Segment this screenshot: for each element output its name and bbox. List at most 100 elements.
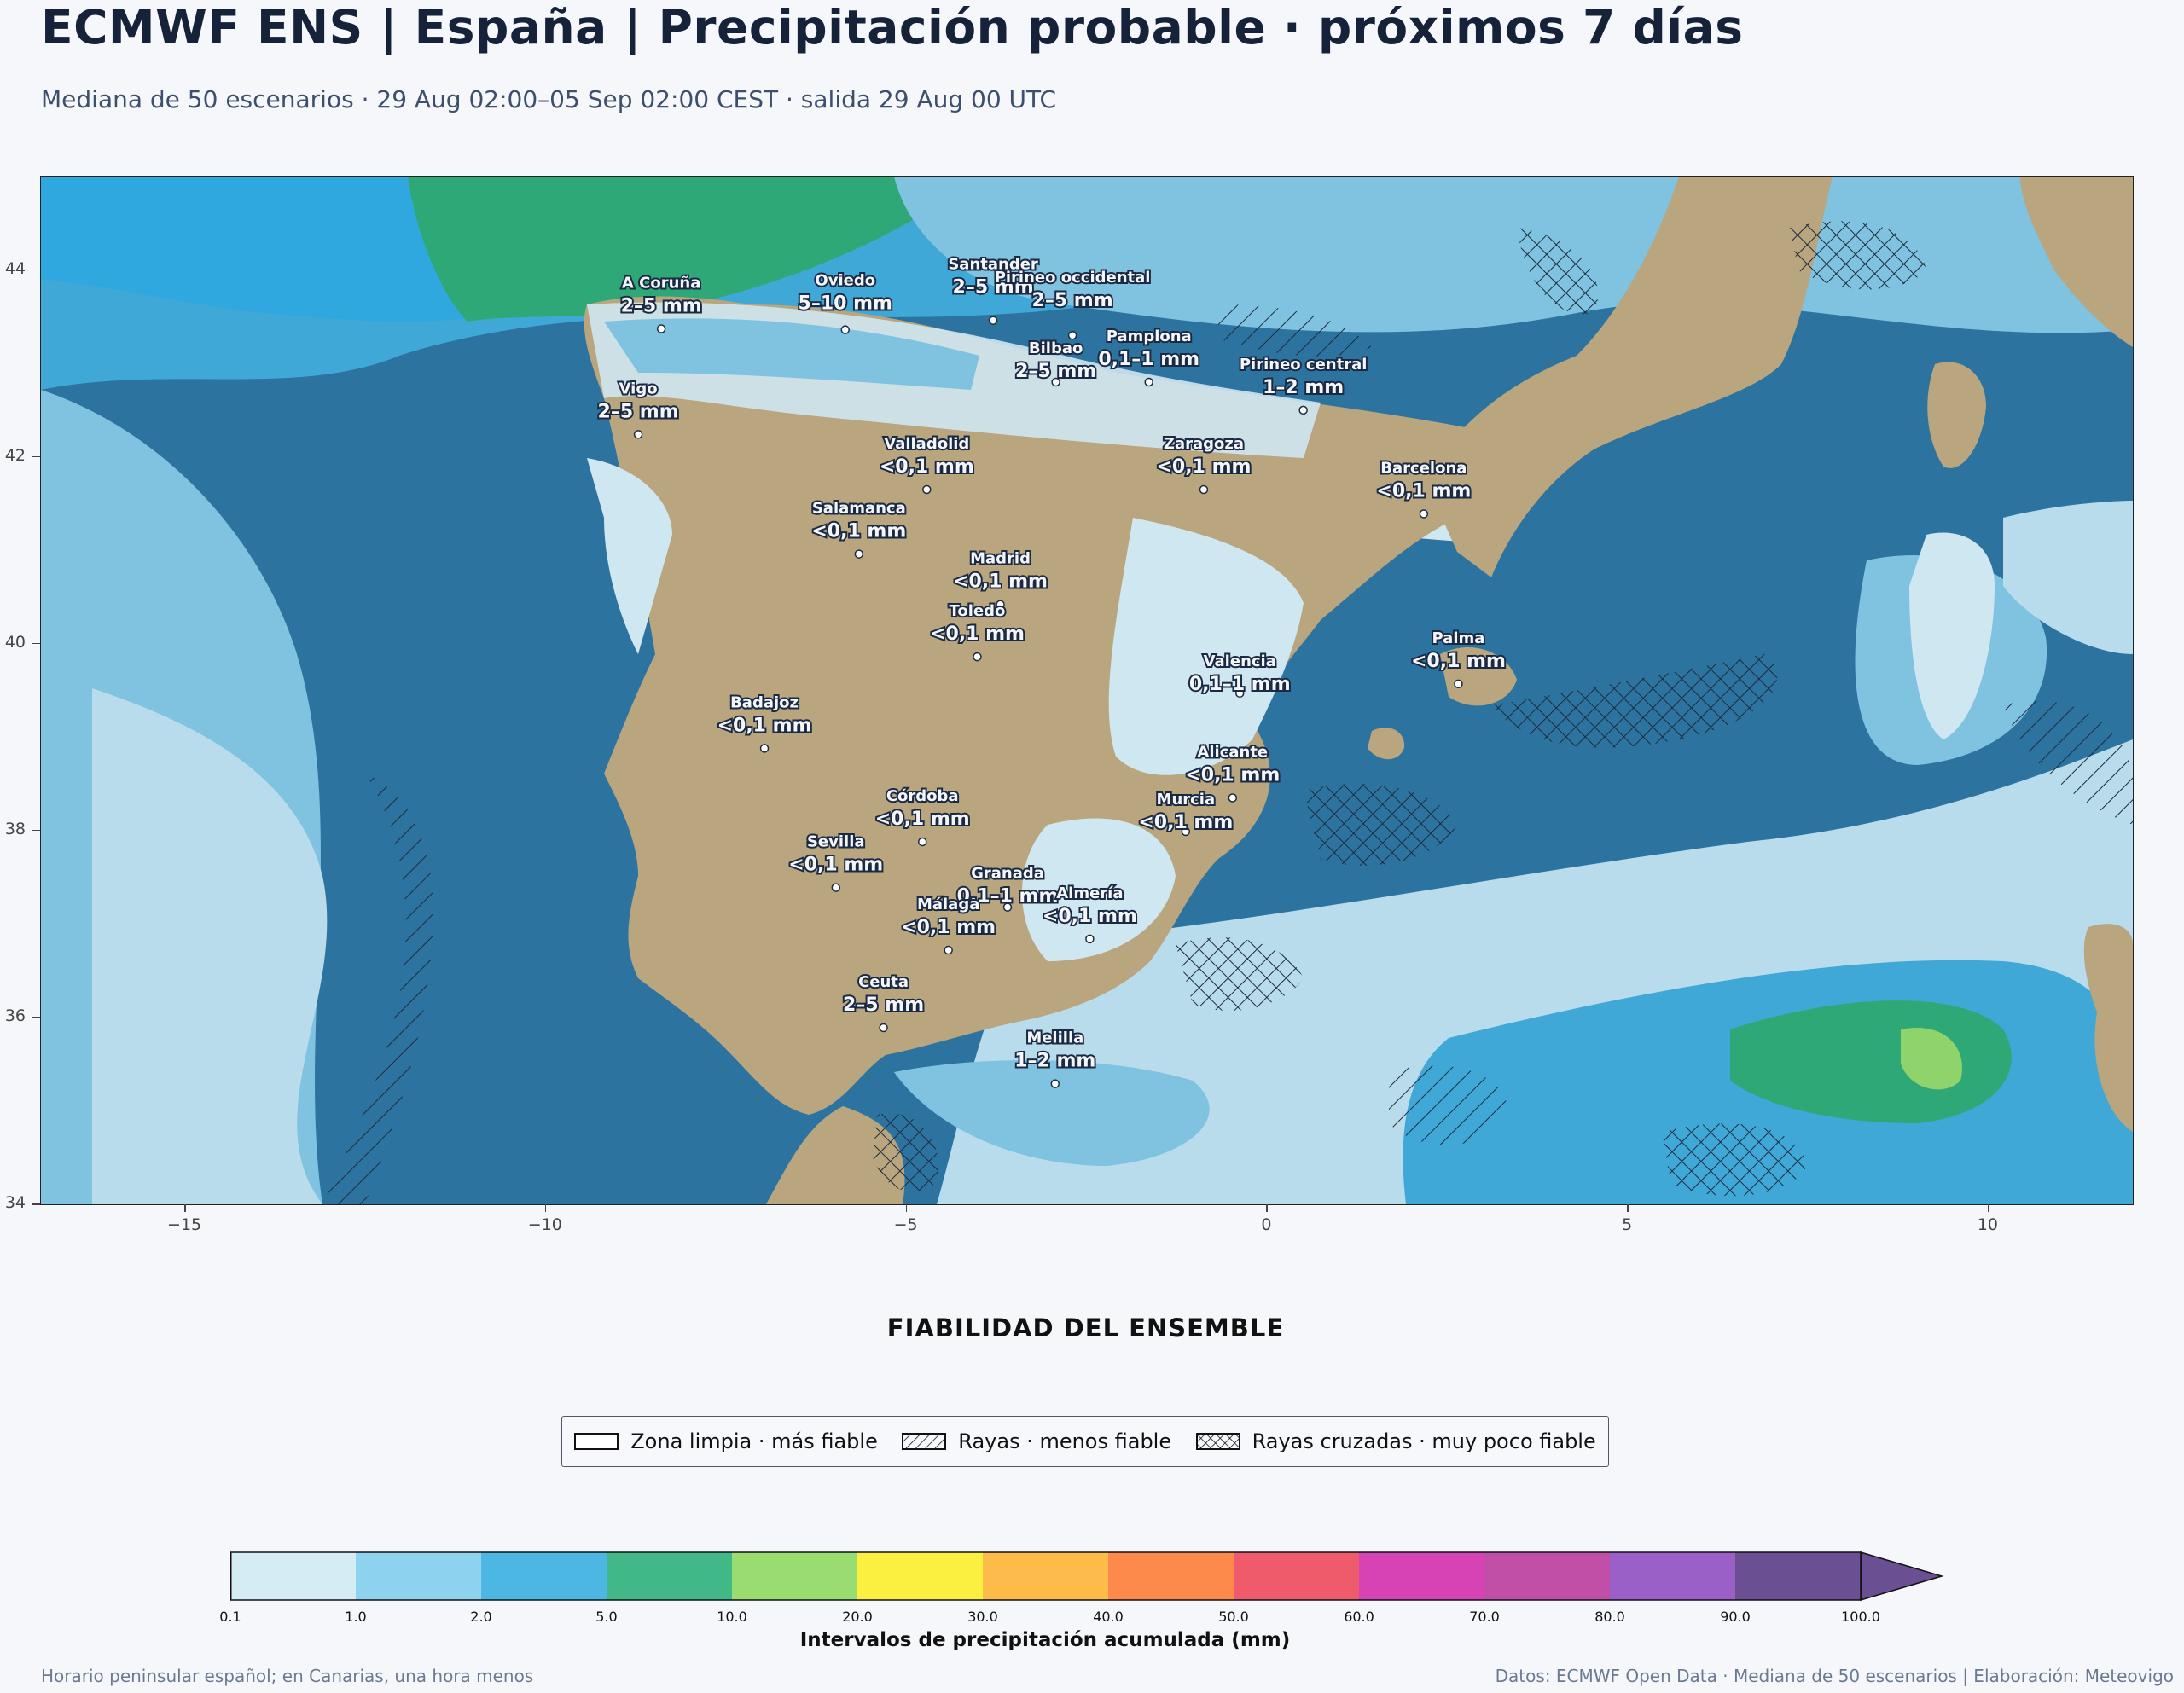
colorbar-segment (1108, 1552, 1234, 1600)
city-name: Valencia (1204, 652, 1276, 670)
colorbar-segment (1234, 1552, 1359, 1600)
city-precip-value: <0,1 mm (1157, 456, 1252, 478)
city-marker[interactable]: Santander 2–5 mm (946, 254, 1040, 325)
land-ibiza (1368, 728, 1405, 760)
land-sardinia (1909, 532, 1995, 739)
x-tick-label: 5 (1622, 1215, 1633, 1234)
band-med-east (2003, 501, 2133, 654)
footer-credits: Datos: ECMWF Open Data · Mediana de 50 e… (1495, 1666, 2174, 1686)
city-marker[interactable]: Melilla 1–2 mm (1013, 1028, 1097, 1088)
city-dot (1298, 405, 1308, 415)
city-marker[interactable]: Pirineo occidental 2–5 mm (993, 267, 1152, 340)
city-marker[interactable]: Almería <0,1 mm (1041, 883, 1139, 944)
colorbar-ticks: 0.1 1.0 2.0 5.0 10.0 20.0 30.0 40.0 50.0 60.0 70.0… (0, 1609, 2184, 1629)
xhatch-zone-south (873, 1113, 938, 1191)
land-tunisia (2083, 924, 2133, 1132)
city-precip-value: 2–5 mm (621, 296, 702, 317)
legend-crosshatch-label: Rayas cruzadas · muy poco fiable (1252, 1429, 1596, 1453)
city-precip-value: <0,1 mm (811, 521, 906, 542)
band-alboran (894, 1060, 1210, 1166)
city-marker[interactable]: Sevilla <0,1 mm (787, 832, 885, 892)
city-labels-layer: A Coruña 2–5 mm Oviedo 5–10 mm Santander 2–5 … (596, 254, 1507, 1088)
city-dot (1002, 902, 1013, 912)
colorbar-border (230, 1551, 1862, 1601)
x-tick-label: −5 (893, 1215, 918, 1234)
colorbar-tick-label: 1.0 (345, 1609, 367, 1625)
city-marker[interactable]: Madrid <0,1 mm (951, 548, 1049, 609)
city-marker[interactable]: Valladolid <0,1 mm (878, 433, 976, 495)
city-precip-value: 1–2 mm (1014, 1051, 1095, 1072)
land-mallorca (1440, 646, 1517, 706)
x-tick-label: 0 (1261, 1215, 1272, 1234)
city-precip-value: 2–5 mm (843, 994, 924, 1016)
legend-crosshatch-swatch (1195, 1433, 1240, 1450)
city-marker[interactable]: Badajoz <0,1 mm (716, 692, 814, 753)
city-marker[interactable]: Alicante <0,1 mm (1183, 741, 1281, 803)
city-precip-value: <0,1 mm (930, 623, 1025, 645)
band-east-light (1108, 518, 1304, 775)
city-precip-value: <0,1 mm (880, 456, 974, 478)
colorbar-label: Intervalos de precipitación acumulada (m… (799, 1629, 1291, 1651)
city-marker[interactable]: Córdoba <0,1 mm (874, 786, 972, 847)
city-marker[interactable]: Murcia <0,1 mm (1136, 789, 1234, 837)
city-marker[interactable]: Palma <0,1 mm (1409, 628, 1507, 689)
colorbar-tick-label: 60.0 (1344, 1609, 1374, 1625)
city-marker[interactable]: Pamplona 0,1–1 mm (1096, 326, 1201, 387)
city-dot (831, 883, 841, 892)
page-subtitle: Mediana de 50 escenarios · 29 Aug 02:00–… (41, 85, 1057, 113)
city-marker[interactable]: Ceuta 2–5 mm (841, 971, 926, 1033)
x-tick-mark (1987, 1204, 1989, 1212)
city-marker[interactable]: Oviedo 5–10 mm (797, 270, 894, 334)
city-name: Badajoz (730, 693, 799, 711)
city-precip-value: <0,1 mm (1411, 651, 1506, 672)
x-tick-mark (1627, 1204, 1629, 1212)
colorbar-segment (1735, 1552, 1861, 1600)
colorbar-segment (1359, 1552, 1484, 1600)
xhatch-zone-ne (1517, 228, 1599, 315)
colorbar-tick-label: 70.0 (1469, 1609, 1500, 1625)
city-marker[interactable]: Pirineo central 1–2 mm (1238, 354, 1368, 415)
city-precip-value: <0,1 mm (788, 855, 883, 876)
xhatch-zone-alps (1790, 221, 1926, 290)
city-marker[interactable]: Granada 0,1–1 mm (956, 863, 1060, 912)
colorbar-segment (983, 1552, 1108, 1600)
band-north-coast-blue (604, 318, 979, 390)
city-marker[interactable]: Zaragoza <0,1 mm (1155, 433, 1252, 495)
city-name: Córdoba (886, 787, 959, 805)
city-precip-value: 2–5 mm (953, 277, 1034, 299)
footer-note: Horario peninsular español; en Canarias,… (41, 1666, 534, 1686)
city-dot (879, 1023, 888, 1033)
city-precip-value: 2–5 mm (1032, 290, 1113, 311)
city-precip-value: <0,1 mm (953, 571, 1048, 593)
city-precip-value: <0,1 mm (1376, 480, 1471, 502)
city-marker[interactable]: Málaga <0,1 mm (899, 894, 997, 955)
city-marker[interactable]: Salamanca <0,1 mm (810, 498, 908, 559)
city-name: Sevilla (807, 833, 865, 851)
city-marker[interactable]: Vigo 2–5 mm (596, 378, 681, 439)
y-tick-mark (32, 455, 40, 458)
city-name: Oviedo (815, 272, 875, 290)
y-tick-mark (32, 269, 40, 271)
city-name: Santander (948, 256, 1038, 274)
precipitation-map[interactable]: A Coruña 2–5 mm Oviedo 5–10 mm Santander 2–5 … (40, 176, 2134, 1205)
city-marker[interactable]: Valencia 0,1–1 mm (1188, 651, 1292, 699)
city-marker[interactable]: A Coruña 2–5 mm (619, 273, 704, 333)
colorbar-segment (1484, 1552, 1610, 1600)
city-precip-value: 0,1–1 mm (1189, 674, 1291, 695)
city-dot (944, 945, 953, 955)
city-marker[interactable]: Bilbao 2–5 mm (1014, 338, 1098, 387)
legend-hatch-swatch (902, 1433, 947, 1450)
y-tick-label: 34 (4, 1193, 26, 1212)
hatch-zone-ne (1218, 304, 1372, 357)
x-tick-label: 10 (1977, 1215, 1998, 1234)
colorbar-tick-label: 80.0 (1594, 1609, 1625, 1625)
city-dot (656, 324, 666, 333)
city-name: Toledo (950, 602, 1006, 620)
land-corsica (1927, 362, 1986, 468)
city-marker[interactable]: Barcelona <0,1 mm (1374, 457, 1472, 519)
city-name: Palma (1432, 629, 1484, 647)
city-marker[interactable]: Toledo <0,1 mm (928, 600, 1026, 662)
land-morocco (766, 1106, 905, 1204)
colorbar-tick-label: 10.0 (717, 1609, 747, 1625)
band-lightest-west (92, 688, 328, 1204)
